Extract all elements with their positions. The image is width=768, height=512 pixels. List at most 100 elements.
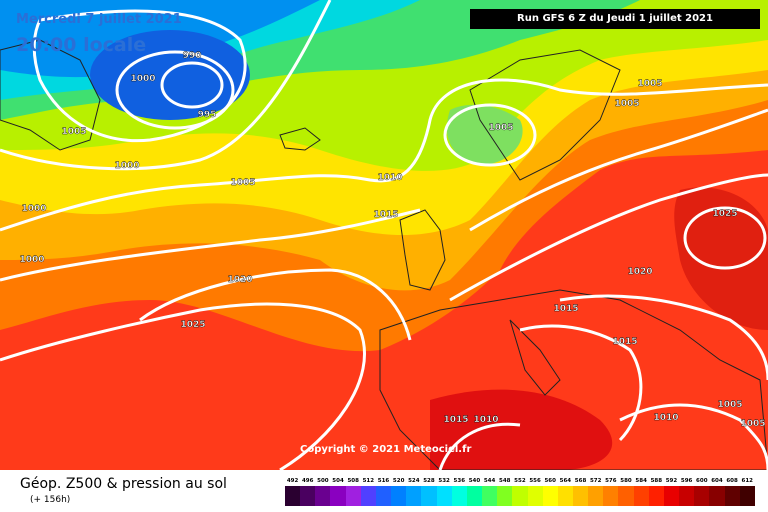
isobar-label: 1015 bbox=[553, 304, 578, 314]
scale-label: 592 bbox=[665, 478, 678, 484]
isobar-label: 1020 bbox=[227, 275, 252, 285]
scale-swatch bbox=[497, 486, 513, 506]
scale-label: 600 bbox=[696, 478, 708, 484]
scale-swatch bbox=[391, 486, 407, 506]
scale-label: 564 bbox=[559, 478, 572, 484]
scale-label: 556 bbox=[529, 478, 541, 484]
isobar-label: 1000 bbox=[114, 161, 139, 171]
scale-label: 496 bbox=[301, 478, 314, 484]
scale-swatch bbox=[588, 486, 604, 506]
british-isles-coast bbox=[399, 209, 446, 291]
scale-swatch bbox=[572, 486, 589, 506]
scale-swatch bbox=[694, 486, 710, 506]
scale-swatch bbox=[739, 486, 755, 506]
scale-swatch bbox=[345, 486, 361, 506]
isobar-label: 1005 bbox=[637, 79, 662, 89]
isobar-label: 1005 bbox=[717, 400, 742, 410]
isobar-label: 1025 bbox=[712, 209, 737, 219]
isobar-label: 1000 bbox=[21, 204, 46, 214]
isobar-label: 1010 bbox=[653, 413, 678, 423]
scale-swatch bbox=[466, 486, 483, 506]
scale-swatch bbox=[300, 486, 316, 506]
scale-swatch bbox=[679, 486, 695, 506]
scale-label: 512 bbox=[362, 478, 375, 484]
scale-label: 568 bbox=[574, 478, 587, 484]
scale-swatch bbox=[512, 486, 528, 506]
scale-label: 588 bbox=[650, 478, 663, 484]
scale-label: 540 bbox=[468, 478, 481, 484]
scale-swatch bbox=[360, 486, 376, 506]
scale-swatch bbox=[633, 486, 649, 506]
isobar-label: 1020 bbox=[627, 267, 652, 277]
isobar-label-layer: 990 995 1000 1005 1000 1000 1000 1005 1005 1010 10… bbox=[19, 51, 765, 429]
iceland-coast bbox=[279, 127, 321, 151]
scale-label: 560 bbox=[544, 478, 556, 484]
scale-label: 544 bbox=[483, 478, 496, 484]
scale-label: 584 bbox=[635, 478, 647, 484]
scale-label: 528 bbox=[423, 478, 435, 484]
isobar-label: 1005 bbox=[614, 99, 639, 109]
scale-swatch bbox=[436, 486, 452, 506]
scale-label: 536 bbox=[453, 478, 466, 484]
europe-coast bbox=[379, 289, 768, 470]
scale-swatch bbox=[315, 486, 331, 506]
field-deep-red bbox=[430, 389, 613, 470]
scale-color-bar bbox=[285, 486, 755, 506]
scale-label: 500 bbox=[317, 478, 329, 484]
scale-label: 492 bbox=[286, 478, 299, 484]
scale-tick-labels: 492 496 500 504 508 512 516 520 524 528 532 536 540 5… bbox=[285, 478, 755, 484]
scale-swatch bbox=[285, 486, 301, 506]
scale-label: 504 bbox=[332, 478, 344, 484]
isobar-label: 1005 bbox=[230, 178, 255, 188]
isobar-lines bbox=[0, 0, 768, 470]
scale-swatch bbox=[482, 486, 498, 506]
isobar-label: 1015 bbox=[612, 337, 637, 347]
scale-swatch bbox=[421, 486, 437, 506]
map-parameter-title: Géop. Z500 & pression au sol bbox=[20, 476, 227, 492]
scale-label: 580 bbox=[620, 478, 632, 484]
isobar-label: 995 bbox=[198, 110, 217, 120]
scale-swatch bbox=[527, 486, 543, 506]
isobar-label: 1000 bbox=[130, 74, 155, 84]
scale-label: 508 bbox=[347, 478, 359, 484]
isobar-label: 1005 bbox=[488, 123, 513, 133]
field-green-patch bbox=[446, 104, 523, 165]
scale-swatch bbox=[406, 486, 422, 506]
isobar-label: 1015 bbox=[443, 415, 468, 425]
scale-label: 552 bbox=[514, 478, 526, 484]
scale-swatch bbox=[724, 486, 740, 506]
isobar-label: 1005 bbox=[740, 419, 765, 429]
scale-swatch bbox=[542, 486, 558, 506]
scale-label: 516 bbox=[377, 478, 390, 484]
greenland-coast bbox=[0, 39, 101, 151]
scale-swatch bbox=[451, 486, 467, 506]
scale-swatch bbox=[663, 486, 680, 506]
geopotential-map: 990 995 1000 1005 1000 1000 1000 1005 1005 1010 10… bbox=[0, 0, 768, 470]
italy-coast bbox=[509, 319, 561, 396]
scale-swatch bbox=[557, 486, 573, 506]
scale-label: 524 bbox=[408, 478, 420, 484]
scale-label: 548 bbox=[499, 478, 511, 484]
scale-swatch bbox=[648, 486, 664, 506]
scale-label: 596 bbox=[680, 478, 693, 484]
scale-label: 612 bbox=[741, 478, 753, 484]
isobar-label: 1010 bbox=[473, 415, 498, 425]
scandinavia-coast bbox=[469, 49, 621, 181]
scale-label: 532 bbox=[438, 478, 450, 484]
forecast-time: 20:00 locale bbox=[16, 34, 147, 56]
scale-swatch bbox=[709, 486, 725, 506]
forecast-lead-time: (+ 156h) bbox=[30, 495, 71, 505]
isobar-label: 1025 bbox=[180, 320, 205, 330]
scale-label: 608 bbox=[726, 478, 738, 484]
model-run-label: Run GFS 6 Z du Jeudi 1 juillet 2021 bbox=[470, 9, 760, 29]
isobar-label: 1005 bbox=[61, 127, 86, 137]
scale-swatch bbox=[375, 486, 392, 506]
scale-label: 576 bbox=[605, 478, 617, 484]
field-low-core bbox=[90, 30, 250, 120]
scale-swatch bbox=[618, 486, 634, 506]
isobar-label: 1000 bbox=[19, 255, 44, 265]
scale-label: 520 bbox=[392, 478, 405, 484]
color-scale-legend: 492 496 500 504 508 512 516 520 524 528 532 536 540 5… bbox=[285, 478, 755, 508]
scale-swatch bbox=[603, 486, 619, 506]
